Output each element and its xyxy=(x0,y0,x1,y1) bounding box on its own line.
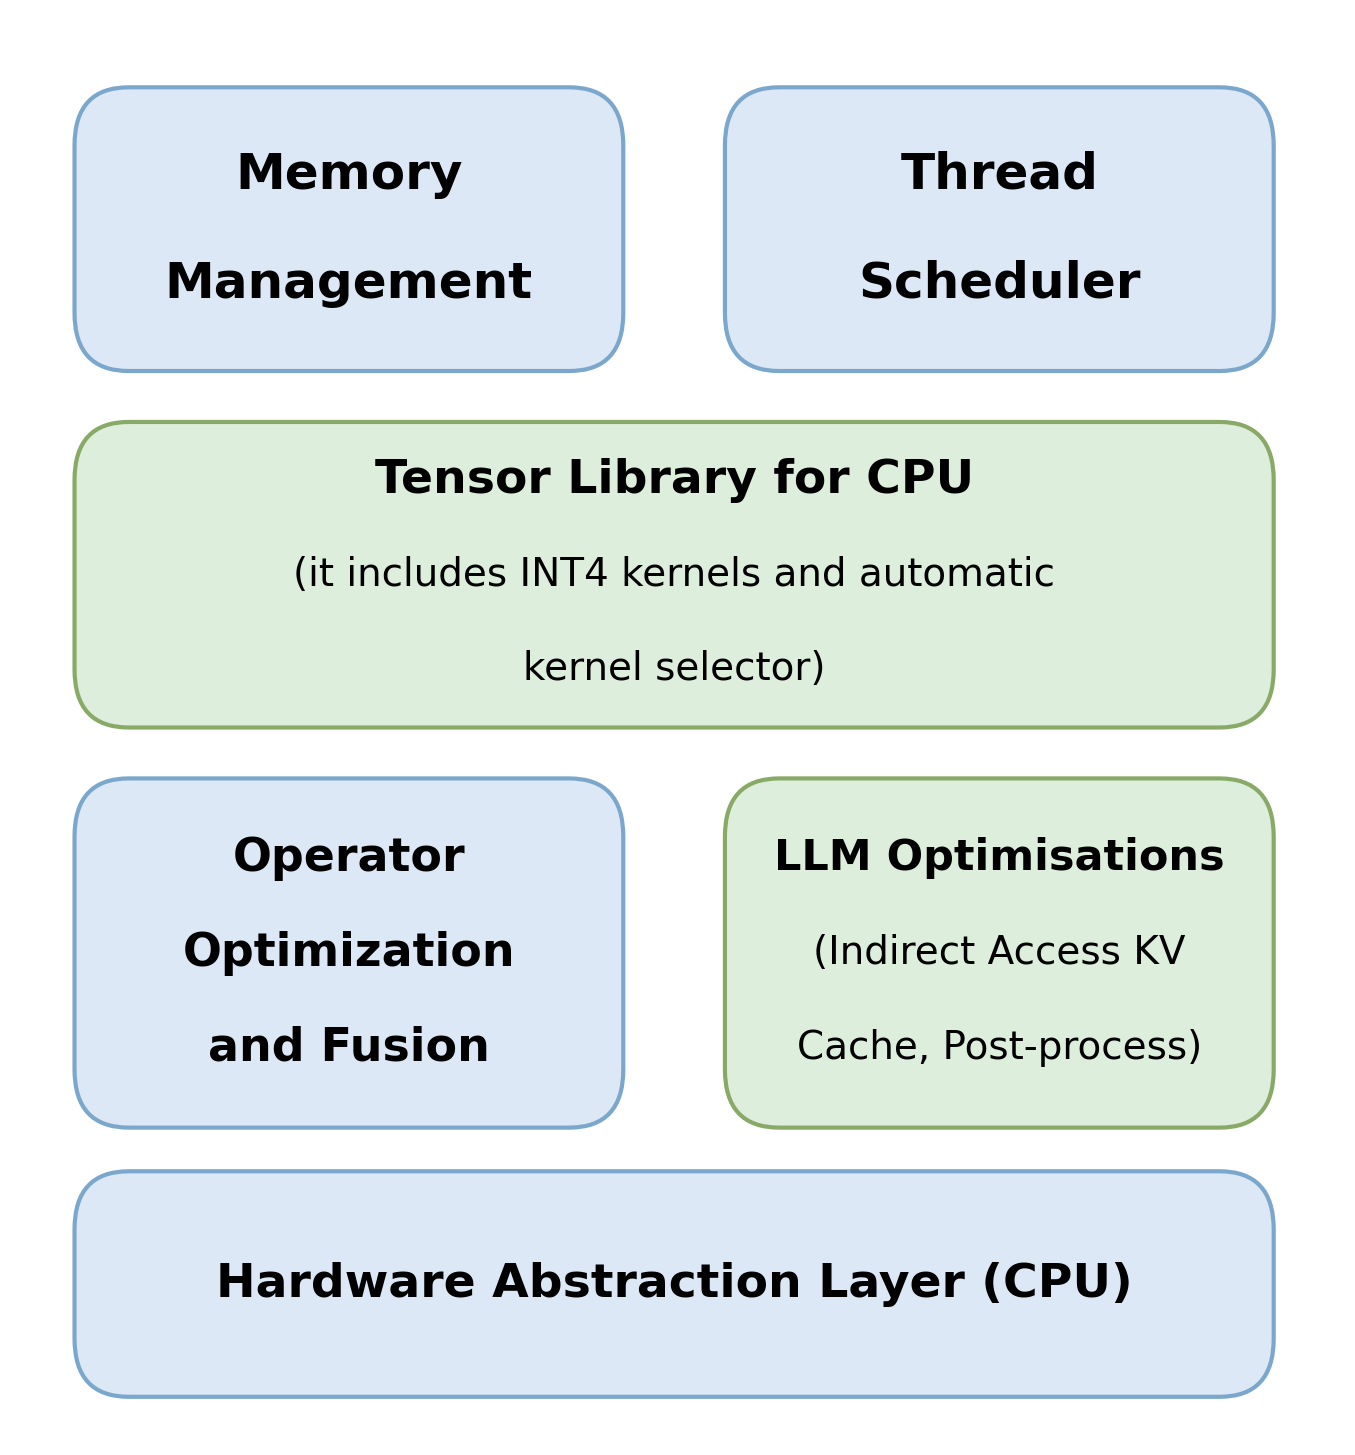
Text: Management: Management xyxy=(165,260,533,307)
Text: (it includes INT4 kernels and automatic: (it includes INT4 kernels and automatic xyxy=(293,556,1056,594)
Text: Thread: Thread xyxy=(900,151,1099,198)
FancyBboxPatch shape xyxy=(75,778,623,1128)
Text: Hardware Abstraction Layer (CPU): Hardware Abstraction Layer (CPU) xyxy=(215,1261,1133,1307)
Text: Optimization: Optimization xyxy=(183,931,515,975)
Text: and Fusion: and Fusion xyxy=(207,1026,491,1069)
Text: (Indirect Access KV: (Indirect Access KV xyxy=(813,934,1186,972)
Text: Memory: Memory xyxy=(236,151,462,198)
FancyBboxPatch shape xyxy=(725,87,1274,371)
Text: Scheduler: Scheduler xyxy=(858,260,1141,307)
FancyBboxPatch shape xyxy=(75,422,1274,728)
FancyBboxPatch shape xyxy=(75,1171,1274,1397)
Text: Operator: Operator xyxy=(233,837,465,880)
Text: LLM Optimisations: LLM Optimisations xyxy=(774,838,1225,879)
FancyBboxPatch shape xyxy=(725,778,1274,1128)
Text: Tensor Library for CPU: Tensor Library for CPU xyxy=(374,458,974,502)
Text: Cache, Post-process): Cache, Post-process) xyxy=(797,1029,1202,1067)
FancyBboxPatch shape xyxy=(75,87,623,371)
Text: kernel selector): kernel selector) xyxy=(523,650,825,688)
